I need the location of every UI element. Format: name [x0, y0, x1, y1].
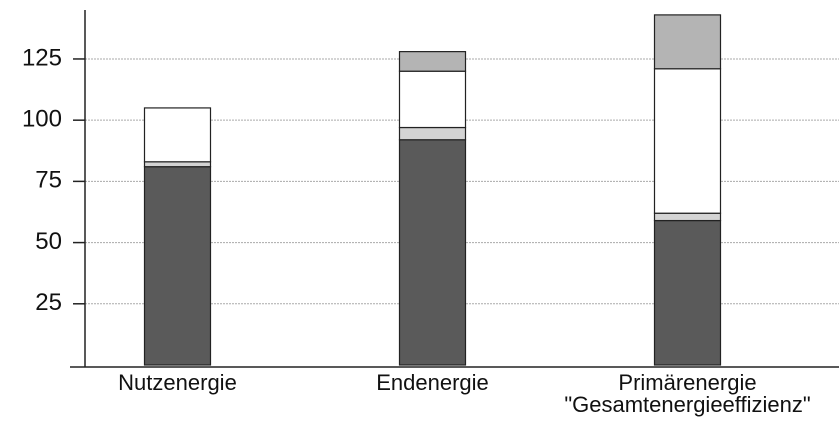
- y-tick-label: 50: [35, 228, 62, 255]
- bar-segment: [143, 107, 212, 163]
- bar-segment: [653, 219, 722, 366]
- y-tick-label: 125: [22, 44, 62, 71]
- y-tick-label: 100: [22, 106, 62, 133]
- bar-segment: [398, 70, 467, 129]
- x-tick-label: Endenergie: [376, 370, 489, 395]
- bar-segment: [398, 126, 467, 141]
- bar-segment: [143, 166, 212, 366]
- y-tick-label: 75: [35, 167, 62, 194]
- x-tick-label: Nutzenergie: [118, 370, 237, 395]
- bar-segment: [653, 68, 722, 214]
- bar-segment: [398, 139, 467, 366]
- bar-segment: [653, 14, 722, 70]
- x-tick-label: Primärenergie "Gesamtenergieeffizienz": [564, 370, 811, 417]
- bar-segment: [653, 212, 722, 222]
- y-tick-label: 25: [35, 289, 62, 316]
- bar-segment: [143, 161, 212, 168]
- bar-segment: [398, 51, 467, 72]
